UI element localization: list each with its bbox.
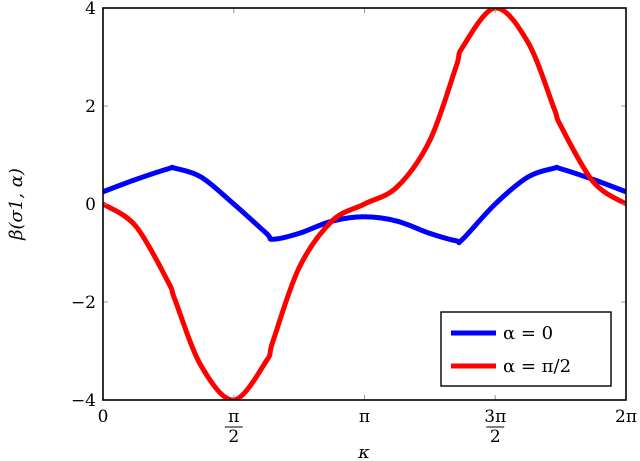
legend-box	[440, 311, 612, 387]
plot-frame	[102, 7, 627, 401]
x-axis-label: κ	[357, 442, 370, 461]
plot-area	[103, 8, 626, 400]
svg-text:2: 2	[228, 427, 239, 447]
x-tick-label: 3π	[484, 407, 506, 427]
x-tick-label: 0	[98, 407, 109, 427]
y-tick-labels: 4 2 0 −2 −4	[71, 0, 96, 411]
data-series	[103, 8, 626, 400]
x-tick-label: 2π	[615, 407, 637, 427]
legend-label-alpha-pi-half: α = π/2	[503, 356, 571, 377]
y-tick-label: 2	[85, 97, 96, 117]
series-line-1	[103, 8, 626, 400]
y-axis-label: β(σ1, α)	[6, 168, 27, 241]
y-tick-label: 4	[85, 0, 96, 19]
y-tick-label: 0	[85, 195, 96, 215]
x-tick-label: π	[359, 407, 370, 427]
y-tick-label: −2	[71, 293, 96, 313]
series-line-0	[103, 164, 626, 246]
y-tick-label: −4	[71, 391, 96, 411]
legend: α = 0 α = π/2	[440, 311, 612, 387]
x-tick-label: π	[228, 407, 239, 427]
svg-text:2: 2	[490, 427, 501, 447]
legend-label-alpha-0: α = 0	[503, 323, 553, 344]
